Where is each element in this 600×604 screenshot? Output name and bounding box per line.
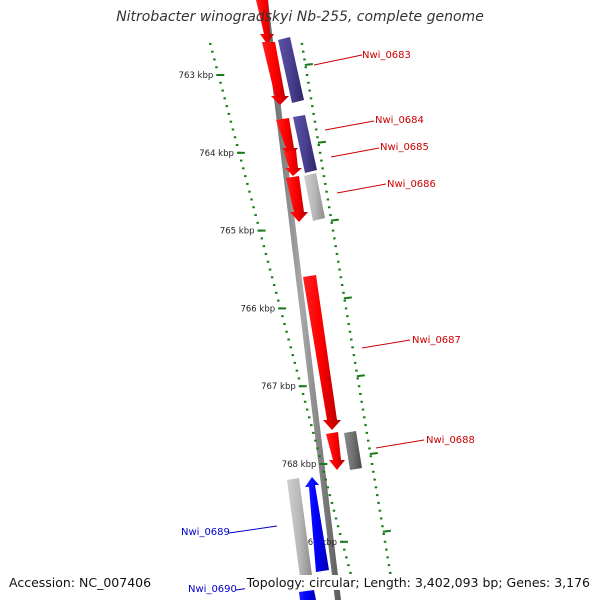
major-tick	[317, 140, 326, 144]
tick-label: 766 kbp	[240, 304, 275, 314]
tick-label: 765 kbp	[220, 227, 255, 237]
tick-label: 767 kbp	[261, 382, 296, 392]
gene-arrow-nwi-0688-b[interactable]	[344, 431, 362, 470]
gene-arrow-nwi-0686-b[interactable]	[304, 173, 325, 221]
gene-arrow-nwi-0687[interactable]	[303, 275, 341, 430]
gene-arrow-nwi-0690[interactable]	[305, 477, 329, 572]
genome-title: Nitrobacter winogradskyi Nb-255, complet…	[116, 9, 484, 25]
gene-arrow-nwi-0684-b[interactable]	[284, 150, 302, 176]
gene-arrow-nwi-0689[interactable]	[287, 478, 312, 577]
gene-label-nwi-0689[interactable]: Nwi_0689	[181, 527, 230, 538]
major-tick	[356, 374, 365, 378]
gene-arrow[interactable]	[256, 0, 274, 44]
tick-label: 764 kbp	[199, 149, 234, 159]
gene-label-nwi-0690[interactable]: Nwi_0690	[188, 584, 237, 595]
gene-arrow-nwi-0688[interactable]	[326, 432, 345, 470]
gene-arrow-nwi-0684-a[interactable]	[276, 118, 298, 157]
gene-arrow-nwi-0685[interactable]	[293, 115, 317, 173]
gene-arrow-nwi-0686[interactable]	[286, 176, 308, 222]
gene-arrow-nwi-0683[interactable]	[278, 37, 304, 103]
gene-label-nwi-0687[interactable]: Nwi_0687	[412, 335, 461, 346]
gene-labels: Nwi_0683 Nwi_0684 Nwi_0685 Nwi_0686 Nwi_…	[181, 50, 475, 595]
gene-arrow-nwi-0690-b[interactable]	[299, 590, 316, 600]
gene-label-nwi-0688[interactable]: Nwi_0688	[426, 435, 475, 446]
major-tick	[369, 452, 378, 455]
major-tick	[382, 529, 391, 533]
gene-label-nwi-0685[interactable]: Nwi_0685	[380, 142, 429, 153]
gene-label-nwi-0686[interactable]: Nwi_0686	[387, 179, 436, 190]
scale-ticks: 763 kbp 764 kbp 765 kbp 766 kbp 767 kbp 768 k…	[179, 42, 395, 590]
major-tick	[330, 218, 339, 222]
gene-arrow-nwi-0682[interactable]	[262, 42, 289, 105]
genome-summary-text: Topology: circular; Length: 3,402,093 bp…	[244, 575, 592, 590]
gene-label-nwi-0684[interactable]: Nwi_0684	[375, 115, 424, 126]
gene-arrows	[256, 0, 362, 600]
accession-text: Accession: NC_007406	[7, 575, 154, 590]
tick-label: 768 kbp	[282, 460, 317, 470]
genome-backbone	[262, 0, 341, 600]
major-tick	[304, 63, 313, 66]
major-tick	[343, 296, 352, 300]
tick-label: 763 kbp	[179, 71, 214, 81]
gene-label-nwi-0683[interactable]: Nwi_0683	[362, 50, 411, 61]
